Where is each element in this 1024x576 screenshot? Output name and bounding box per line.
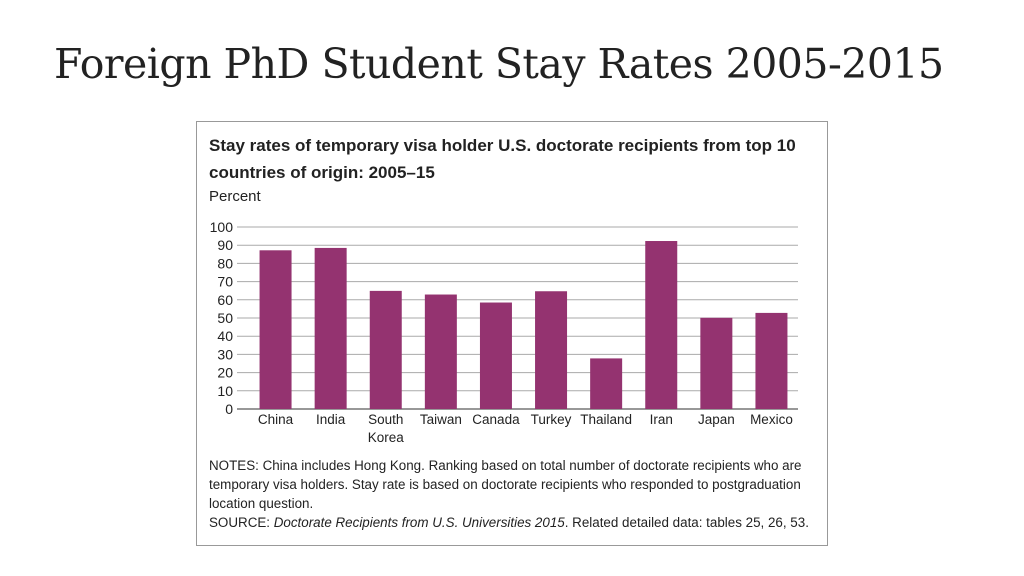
bar-taiwan <box>424 294 457 409</box>
bar-canada <box>479 302 512 409</box>
source-title: Doctorate Recipients from U.S. Universit… <box>273 515 565 530</box>
source-label: SOURCE: <box>209 515 274 530</box>
notes-text: NOTES: China includes Hong Kong. Ranking… <box>209 458 802 511</box>
y-tick-label: 50 <box>217 310 233 326</box>
x-tick-label-line: India <box>316 412 346 427</box>
x-tick-label-line: Turkey <box>531 412 572 427</box>
x-tick-label-line: Thailand <box>580 412 632 427</box>
bar-iran <box>645 241 678 409</box>
y-tick-label: 60 <box>217 292 233 308</box>
chart-title: Stay rates of temporary visa holder U.S.… <box>209 136 796 182</box>
source-text: SOURCE: Doctorate Recipients from U.S. U… <box>209 513 819 532</box>
x-tick-label: Japan <box>698 412 735 427</box>
y-tick-label: 100 <box>210 219 234 235</box>
y-axis-label: Percent <box>209 188 261 205</box>
x-tick-label-line: Korea <box>368 430 405 445</box>
x-tick-label: Iran <box>650 412 673 427</box>
bar-turkey <box>535 291 568 409</box>
x-tick-label: Taiwan <box>420 412 462 427</box>
bar-mexico <box>755 312 788 409</box>
y-tick-label: 40 <box>217 328 233 344</box>
x-tick-label-line: South <box>368 412 403 427</box>
x-tick-label-line: Japan <box>698 412 735 427</box>
y-tick-label: 10 <box>217 383 233 399</box>
source-rest: . Related detailed data: tables 25, 26, … <box>564 515 809 530</box>
x-tick-label-line: Taiwan <box>420 412 462 427</box>
bar-japan <box>700 317 733 409</box>
x-tick-label-line: Mexico <box>750 412 793 427</box>
x-tick-label: Canada <box>472 412 520 427</box>
slide-title: Foreign PhD Student Stay Rates 2005-2015 <box>54 40 944 88</box>
x-tick-label: Mexico <box>750 412 793 427</box>
chart-notes: NOTES: China includes Hong Kong. Ranking… <box>209 456 819 532</box>
x-tick-label: Thailand <box>580 412 632 427</box>
bar-south-korea <box>369 290 402 409</box>
x-tick-label: China <box>258 412 294 427</box>
bar-india <box>314 247 347 409</box>
bar-thailand <box>590 358 623 409</box>
y-tick-label: 90 <box>217 237 233 253</box>
y-tick-label: 70 <box>217 274 233 290</box>
y-tick-label: 20 <box>217 365 233 381</box>
y-tick-label: 80 <box>217 255 233 271</box>
x-tick-label: India <box>316 412 346 427</box>
bar-china <box>259 250 292 409</box>
y-tick-label: 0 <box>225 401 233 417</box>
x-tick-label-line: China <box>258 412 294 427</box>
x-tick-label-line: Iran <box>650 412 673 427</box>
chart-figure: Stay rates of temporary visa holder U.S.… <box>196 121 828 546</box>
x-tick-label: South Korea <box>368 412 405 445</box>
y-tick-label: 30 <box>217 346 233 362</box>
bar-chart: 0 10 20 30 40 50 60 70 80 90 100 China India South Kor… <box>210 219 798 445</box>
x-tick-label-line: Canada <box>472 412 520 427</box>
x-tick-label: Turkey <box>531 412 572 427</box>
